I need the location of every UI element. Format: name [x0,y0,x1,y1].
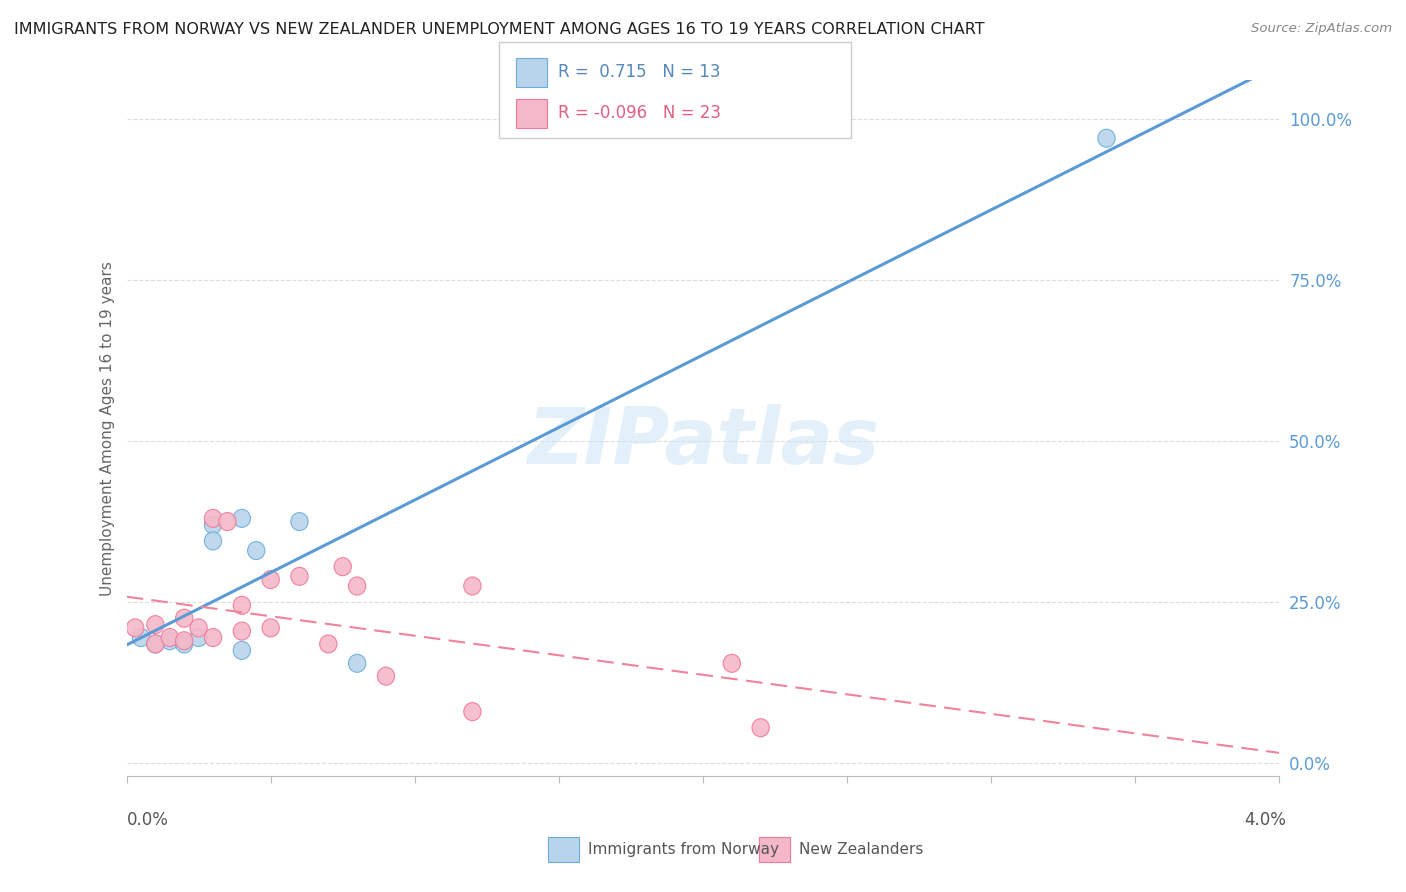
Ellipse shape [190,619,207,637]
Ellipse shape [162,632,179,649]
Ellipse shape [204,509,222,527]
Ellipse shape [247,541,264,559]
Ellipse shape [204,532,222,549]
Ellipse shape [291,567,308,585]
Ellipse shape [319,635,337,653]
Ellipse shape [464,577,481,595]
Ellipse shape [464,703,481,721]
Ellipse shape [233,622,250,640]
Ellipse shape [190,629,207,647]
Ellipse shape [291,513,308,531]
Ellipse shape [204,516,222,533]
Ellipse shape [377,667,395,685]
Text: ZIPatlas: ZIPatlas [527,404,879,480]
Text: R =  0.715   N = 13: R = 0.715 N = 13 [558,63,721,81]
Y-axis label: Unemployment Among Ages 16 to 19 years: Unemployment Among Ages 16 to 19 years [100,260,115,596]
Text: New Zealanders: New Zealanders [799,842,922,856]
Ellipse shape [132,629,149,647]
Ellipse shape [146,635,165,653]
Ellipse shape [752,719,769,737]
Text: Source: ZipAtlas.com: Source: ZipAtlas.com [1251,22,1392,36]
Ellipse shape [162,629,179,647]
Ellipse shape [176,635,193,653]
Ellipse shape [176,632,193,649]
Ellipse shape [233,597,250,615]
Text: 4.0%: 4.0% [1244,811,1286,829]
Ellipse shape [127,619,143,637]
Text: 0.0%: 0.0% [127,811,169,829]
Ellipse shape [262,571,280,589]
Ellipse shape [219,513,236,531]
Ellipse shape [176,609,193,627]
Ellipse shape [146,615,165,633]
Ellipse shape [204,629,222,647]
Ellipse shape [723,655,741,673]
Ellipse shape [1098,129,1115,147]
Ellipse shape [233,509,250,527]
Ellipse shape [146,635,165,653]
Ellipse shape [262,619,280,637]
Text: R = -0.096   N = 23: R = -0.096 N = 23 [558,104,721,122]
Ellipse shape [349,577,366,595]
Ellipse shape [335,558,352,575]
Ellipse shape [233,641,250,659]
Text: IMMIGRANTS FROM NORWAY VS NEW ZEALANDER UNEMPLOYMENT AMONG AGES 16 TO 19 YEARS C: IMMIGRANTS FROM NORWAY VS NEW ZEALANDER … [14,22,984,37]
Text: Immigrants from Norway: Immigrants from Norway [588,842,779,856]
Ellipse shape [349,655,366,673]
